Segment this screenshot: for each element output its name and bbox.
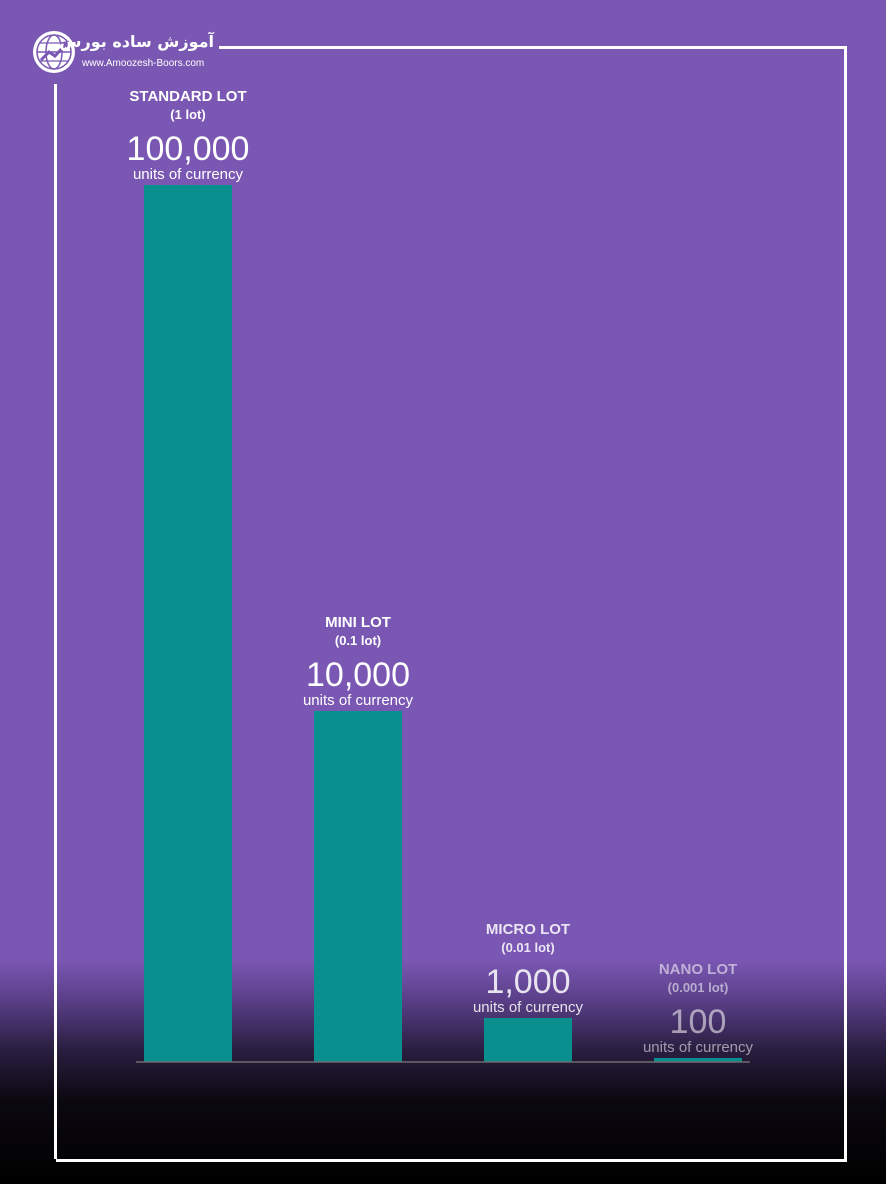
value-label-nano-lot: 100 — [670, 1003, 727, 1041]
brand-url: www.Amoozesh-Boors.com — [82, 58, 205, 69]
value-label-micro-lot: 1,000 — [485, 963, 570, 1001]
bar-nano-lot — [654, 1058, 742, 1062]
units-label-standard-lot: units of currency — [133, 166, 244, 183]
bar-mini-lot — [314, 711, 402, 1062]
category-label-mini-lot: MINI LOT — [325, 614, 391, 631]
bars-group — [144, 185, 742, 1062]
units-label-micro-lot: units of currency — [473, 999, 584, 1016]
brand-logo: آموزش ساده بورس www.Amoozesh-Boors.com — [30, 30, 220, 76]
sublabel-standard-lot: (1 lot) — [170, 107, 205, 122]
value-label-standard-lot: 100,000 — [127, 130, 250, 168]
frame-gap — [54, 40, 219, 56]
globe-chart-icon — [33, 31, 75, 73]
category-label-standard-lot: STANDARD LOT — [129, 88, 246, 105]
units-label-mini-lot: units of currency — [303, 692, 414, 709]
sublabel-nano-lot: (0.001 lot) — [668, 980, 729, 995]
brand-title: آموزش ساده بورس — [59, 32, 214, 51]
units-label-nano-lot: units of currency — [643, 1039, 754, 1056]
bar-micro-lot — [484, 1018, 572, 1062]
content-frame-left-edge — [54, 84, 57, 1159]
value-label-mini-lot: 10,000 — [306, 656, 410, 694]
category-label-nano-lot: NANO LOT — [659, 961, 737, 978]
sublabel-micro-lot: (0.01 lot) — [501, 940, 554, 955]
category-label-micro-lot: MICRO LOT — [486, 921, 570, 938]
content-frame — [56, 46, 847, 1162]
sublabel-mini-lot: (0.1 lot) — [335, 633, 381, 648]
bar-standard-lot — [144, 185, 232, 1062]
